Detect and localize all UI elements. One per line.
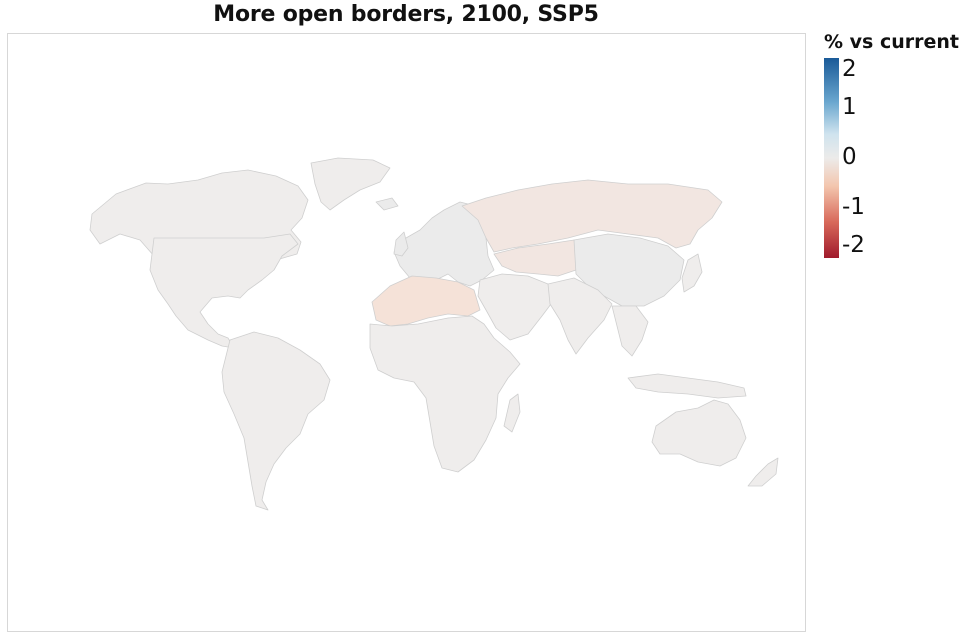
region-madagascar[interactable] [503, 393, 521, 433]
legend-tick-0: 0 [842, 144, 857, 170]
legend-tick-1: 1 [842, 94, 857, 120]
legend-tick-minus-2: -2 [842, 232, 865, 258]
world-map [89, 157, 779, 511]
region-new-zealand[interactable] [747, 457, 779, 487]
legend-colorbar [824, 58, 839, 258]
region-middle-east[interactable] [477, 273, 555, 341]
region-iceland[interactable] [375, 197, 399, 211]
region-indonesia[interactable] [627, 373, 747, 399]
region-australia[interactable] [651, 399, 747, 467]
region-africa[interactable] [369, 315, 521, 473]
region-greenland[interactable] [310, 157, 391, 211]
region-southeast-asia[interactable] [611, 305, 649, 357]
legend-title: % vs current [824, 31, 959, 53]
region-usa[interactable] [149, 233, 299, 349]
legend-tick-2: 2 [842, 56, 857, 82]
region-uk[interactable] [393, 231, 409, 257]
map-panel [7, 33, 806, 632]
region-russia[interactable] [461, 179, 723, 253]
map-title: More open borders, 2100, SSP5 [213, 2, 599, 27]
legend-tick-minus-1: -1 [842, 194, 865, 220]
region-south-america[interactable] [221, 331, 331, 511]
region-south-asia[interactable] [547, 277, 613, 355]
region-japan[interactable] [681, 253, 703, 293]
